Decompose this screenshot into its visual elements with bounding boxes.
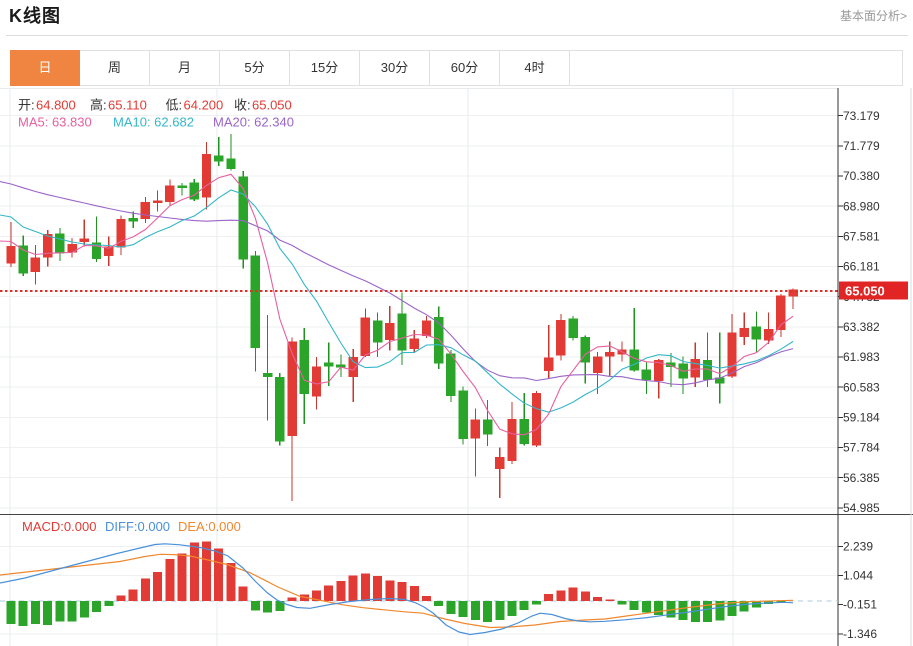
svg-text:66.181: 66.181 [843, 260, 880, 274]
svg-text:56.385: 56.385 [843, 471, 880, 485]
svg-text:65.110: 65.110 [108, 98, 147, 113]
svg-text:MA5: 63.830: MA5: 63.830 [18, 115, 92, 130]
svg-text:64.800: 64.800 [36, 98, 76, 113]
svg-text:64.200: 64.200 [184, 98, 224, 113]
svg-text:2.239: 2.239 [843, 540, 873, 554]
svg-text:MA10: 62.682: MA10: 62.682 [113, 115, 194, 130]
svg-text:70.380: 70.380 [843, 169, 880, 183]
svg-text:59.184: 59.184 [843, 411, 880, 425]
svg-text:-0.151: -0.151 [843, 598, 877, 612]
svg-text:DEA:0.000: DEA:0.000 [178, 519, 241, 534]
svg-text:71.779: 71.779 [843, 139, 880, 153]
svg-text:65.050: 65.050 [252, 98, 292, 113]
svg-text:高:: 高: [90, 98, 107, 113]
svg-text:低:: 低: [166, 98, 183, 113]
svg-text:DIFF:0.000: DIFF:0.000 [105, 519, 170, 534]
svg-text:-1.346: -1.346 [843, 627, 877, 641]
svg-text:63.382: 63.382 [843, 320, 880, 334]
svg-text:收:: 收: [234, 98, 251, 113]
svg-text:67.581: 67.581 [843, 230, 880, 244]
svg-text:开:: 开: [18, 98, 35, 113]
svg-text:73.179: 73.179 [843, 109, 880, 123]
svg-text:60.583: 60.583 [843, 380, 880, 394]
svg-text:65.050: 65.050 [845, 283, 885, 298]
svg-text:61.983: 61.983 [843, 350, 880, 364]
svg-text:68.980: 68.980 [843, 199, 880, 213]
svg-text:1.044: 1.044 [843, 569, 873, 583]
svg-text:54.985: 54.985 [843, 501, 880, 515]
svg-text:MA20: 62.340: MA20: 62.340 [213, 115, 294, 130]
svg-text:57.784: 57.784 [843, 441, 880, 455]
svg-text:MACD:0.000: MACD:0.000 [22, 519, 96, 534]
